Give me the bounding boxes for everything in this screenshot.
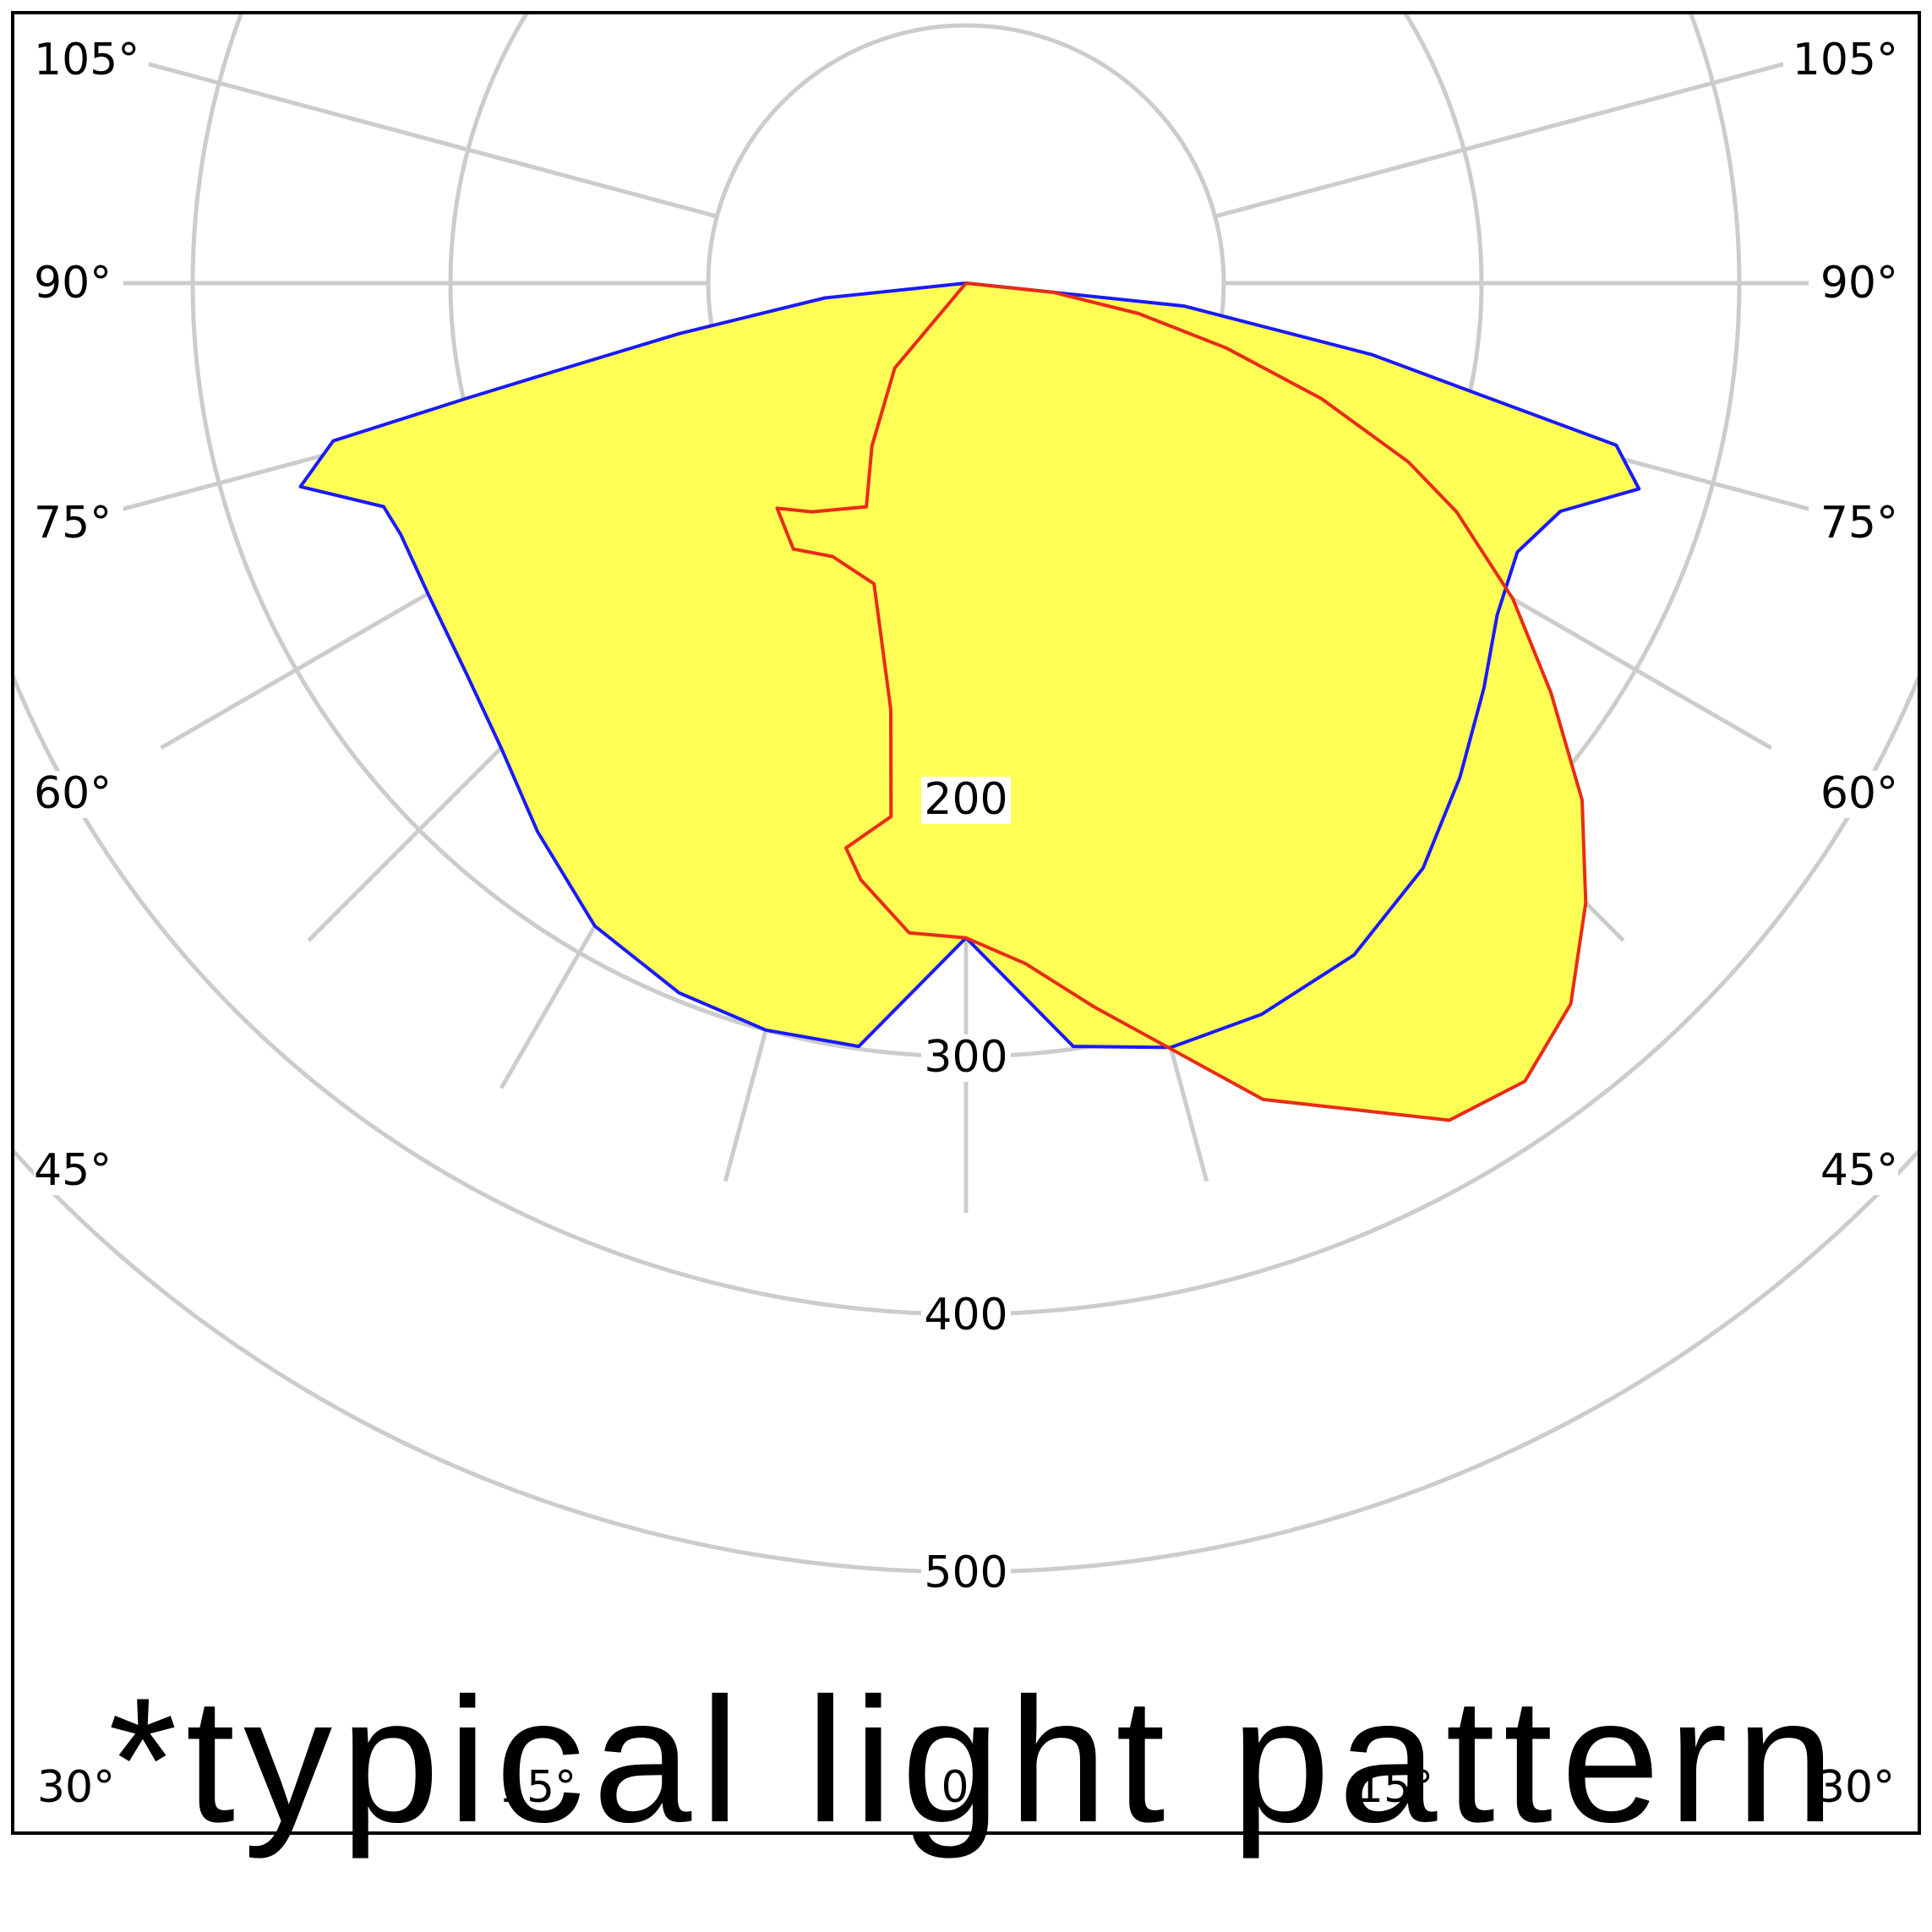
angle-label-left-4-bg <box>34 1148 123 1195</box>
typical-light-pattern-note: *typical light pattern <box>108 1661 1843 1859</box>
angle-label-left-1: 90° <box>34 258 112 308</box>
angle-label-left-3-bg <box>34 771 123 818</box>
angle-label-bottom-4-bg <box>1811 1765 1901 1812</box>
angle-label-right-4-bg <box>1809 1148 1898 1195</box>
angle-label-right-1-bg <box>1809 260 1898 308</box>
angle-label-right-1: 90° <box>1820 258 1898 308</box>
angle-label-right-0: 105° <box>1793 35 1898 85</box>
grid-spoke-105 <box>1214 40 1865 219</box>
series-layer <box>298 281 1641 1122</box>
angle-label-right-2-bg <box>1809 500 1898 548</box>
angle-label-right-3: 60° <box>1820 768 1898 819</box>
angle-label-right-4: 45° <box>1820 1145 1898 1196</box>
plot-frame <box>11 11 1921 1835</box>
angle-label-left-2-bg <box>34 500 123 548</box>
series-line-0 <box>298 281 1641 1050</box>
angle-label-bottom-2-bg <box>934 1765 998 1812</box>
angle-label-bottom-3-bg <box>1350 1765 1439 1812</box>
angle-label-left-1-bg <box>34 260 123 308</box>
angle-label-bottom-0: 30° <box>37 1762 115 1813</box>
angle-label-left-0-bg <box>34 37 149 85</box>
angle-label-bottom-2: 0° <box>941 1762 991 1813</box>
angle-label-bottom-0-bg <box>31 1765 121 1812</box>
angle-label-bottom-3: 15° <box>1356 1762 1433 1813</box>
radial-tick-label-500-bg <box>921 1550 1011 1597</box>
angle-label-bottom-4: 30° <box>1817 1762 1895 1813</box>
axis-labels: 200 300 400 500 105° 90° 75° 60° 45° 105° 90° 75° 60… <box>31 35 1901 1813</box>
angle-label-right-2: 75° <box>1820 498 1898 548</box>
radial-tick-label-400-bg <box>921 1292 1011 1340</box>
angle-label-left-3: 60° <box>34 768 112 819</box>
angle-label-right-0-bg <box>1783 37 1898 85</box>
grid-spoke--105 <box>67 40 718 219</box>
angle-label-left-4: 45° <box>34 1145 112 1196</box>
series-fill-1 <box>777 283 1586 1121</box>
radial-tick-label-500: 500 <box>924 1547 1007 1598</box>
radial-tick-label-300: 300 <box>924 1032 1007 1083</box>
angle-label-left-0: 105° <box>34 35 139 85</box>
angle-label-right-3-bg <box>1809 771 1898 818</box>
radial-tick-label-200-bg <box>921 777 1011 824</box>
radial-tick-label-200: 200 <box>924 774 1007 825</box>
series-line-1 <box>775 281 1588 1122</box>
angle-label-bottom-1-bg <box>493 1765 582 1812</box>
angle-label-left-2: 75° <box>34 498 112 548</box>
radial-tick-label-300-bg <box>921 1034 1011 1082</box>
angle-label-bottom-1: 15° <box>499 1762 576 1813</box>
radial-tick-label-400: 400 <box>924 1290 1007 1340</box>
